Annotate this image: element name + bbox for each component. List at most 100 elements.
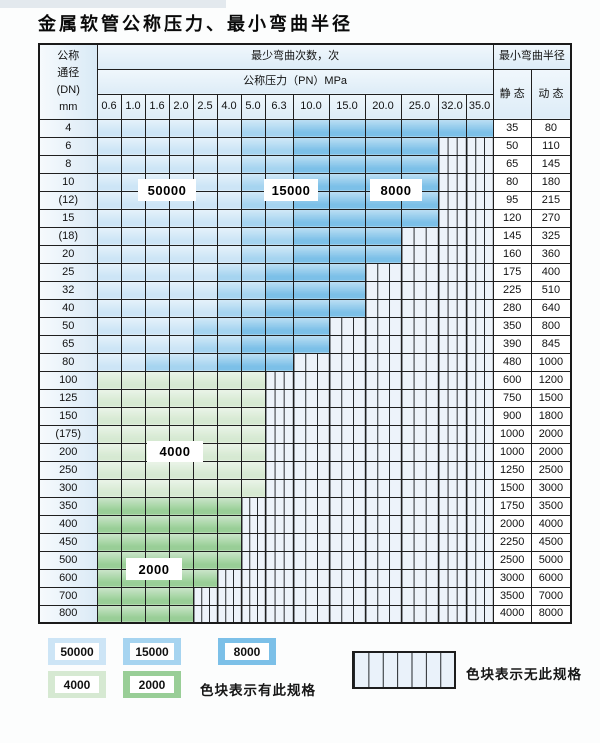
static-value-cell: 480 [492,352,532,372]
spec-cell [144,154,170,174]
spec-cell [328,190,366,210]
dn-cell: 250 [38,460,98,480]
dynamic-value-cell: 5000 [530,550,572,570]
no-spec-cell [240,586,266,606]
no-spec-cell [437,280,467,300]
dn-cell: 500 [38,550,98,570]
dynamic-value-cell: 1000 [530,352,572,372]
spec-cell [168,514,194,534]
spec-cell [96,262,122,282]
spec-cell [240,406,266,426]
spec-cell [292,316,330,336]
spec-cell [144,370,170,390]
spec-cell [328,154,366,174]
spec-cell [96,424,122,444]
no-spec-cell [400,550,439,570]
spec-cell [120,460,146,480]
static-value-cell: 145 [492,226,532,246]
spec-cell [240,442,266,462]
spec-cell [96,244,122,264]
spec-cell [216,190,242,210]
no-spec-cell [240,604,266,624]
static-value-cell: 160 [492,244,532,264]
no-spec-cell [328,514,366,534]
spec-cell [240,244,266,264]
dynamic-value-cell: 640 [530,298,572,318]
spec-cell [192,532,218,552]
no-spec-cell [437,262,467,282]
pressure-header-cell: 4.0 [216,93,242,120]
legend-swatch-value: 4000 [55,676,99,693]
dn-cell: (18) [38,226,98,246]
no-spec-cell [192,604,218,624]
spec-cell [96,280,122,300]
spec-cell [292,154,330,174]
dynamic-value-cell: 270 [530,208,572,228]
dn-cell: 8 [38,154,98,174]
static-value-cell: 35 [492,118,532,138]
spec-cell [264,280,294,300]
dynamic-value-cell: 400 [530,262,572,282]
no-spec-cell [364,406,402,426]
dynamic-value-cell: 110 [530,136,572,156]
spec-cell [96,388,122,408]
dn-cell: 25 [38,262,98,282]
spec-cell [240,172,266,192]
static-value-cell: 95 [492,190,532,210]
spec-cell [144,586,170,606]
spec-cell [240,208,266,228]
no-spec-cell [437,568,467,588]
no-spec-cell [364,388,402,408]
spec-cell [96,334,122,354]
radius-header: 最小弯曲半径 [492,43,572,70]
no-spec-cell [400,406,439,426]
spec-cell [364,208,402,228]
no-spec-cell [192,586,218,606]
spec-cell [192,352,218,372]
spec-cell [328,136,366,156]
spec-cell [168,604,194,624]
no-spec-cell [400,352,439,372]
table-row: 450 2250 4500 [38,532,572,552]
legend-swatch: 4000 [48,671,106,698]
spec-cell [96,604,122,624]
spec-cell [264,316,294,336]
no-spec-cell [465,262,494,282]
no-spec-cell [437,226,467,246]
legend-swatch-value: 2000 [130,676,174,693]
spec-cell [96,514,122,534]
spec-cell [264,226,294,246]
spec-cell [216,154,242,174]
spec-cell [120,226,146,246]
spec-cell [96,406,122,426]
spec-cell [120,352,146,372]
no-spec-cell [328,496,366,516]
spec-cell [240,352,266,372]
spec-cell [120,406,146,426]
spec-cell [328,208,366,228]
table-row: 300 1500 3000 [38,478,572,498]
spec-cell [216,478,242,498]
no-spec-cell [292,568,330,588]
spec-cell [168,388,194,408]
spec-cell [120,136,146,156]
pressure-header-cell: 20.0 [364,93,402,120]
no-spec-cell [264,532,294,552]
dynamic-value-cell: 800 [530,316,572,336]
bend-count-label: 2000 [126,558,182,580]
no-spec-cell [400,586,439,606]
bend-times-header: 最少弯曲次数，次 [96,43,494,70]
spec-cell [120,586,146,606]
static-value-cell: 2250 [492,532,532,552]
spec-cell [168,460,194,480]
dynamic-value-cell: 510 [530,280,572,300]
spec-cell [364,118,402,138]
dynamic-value-cell: 8000 [530,604,572,624]
legend-swatch-value: 15000 [130,643,174,660]
spec-cell [168,280,194,300]
spec-cell [240,226,266,246]
table-row: 20 160 360 [38,244,572,264]
no-spec-cell [364,478,402,498]
no-spec-cell [465,226,494,246]
dynamic-value-cell: 7000 [530,586,572,606]
